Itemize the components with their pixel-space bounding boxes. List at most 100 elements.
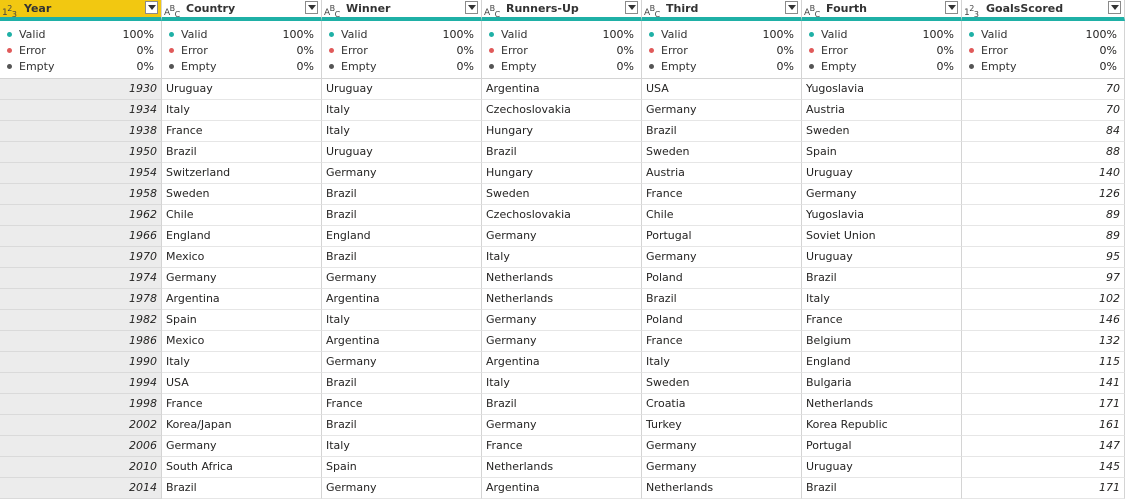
cell-year[interactable]: 2014	[0, 478, 162, 499]
text-type-icon[interactable]: ABC	[164, 4, 180, 19]
cell-runners_up[interactable]: Netherlands	[482, 289, 642, 310]
cell-fourth[interactable]: Uruguay	[802, 457, 962, 478]
cell-runners_up[interactable]: Czechoslovakia	[482, 100, 642, 121]
cell-runners_up[interactable]: Germany	[482, 310, 642, 331]
cell-goals[interactable]: 102	[962, 289, 1125, 310]
cell-country[interactable]: Italy	[162, 100, 322, 121]
cell-year[interactable]: 1970	[0, 247, 162, 268]
cell-winner[interactable]: Brazil	[322, 415, 482, 436]
cell-year[interactable]: 1982	[0, 310, 162, 331]
cell-year[interactable]: 1958	[0, 184, 162, 205]
cell-runners_up[interactable]: Netherlands	[482, 457, 642, 478]
cell-third[interactable]: Germany	[642, 457, 802, 478]
cell-fourth[interactable]: Austria	[802, 100, 962, 121]
cell-runners_up[interactable]: Germany	[482, 226, 642, 247]
cell-country[interactable]: Italy	[162, 352, 322, 373]
cell-year[interactable]: 1938	[0, 121, 162, 142]
cell-runners_up[interactable]: Brazil	[482, 142, 642, 163]
column-header-runners_up[interactable]: ABC Runners-Up	[482, 0, 642, 21]
cell-goals[interactable]: 70	[962, 79, 1125, 100]
cell-year[interactable]: 1966	[0, 226, 162, 247]
cell-country[interactable]: Germany	[162, 436, 322, 457]
cell-year[interactable]: 2002	[0, 415, 162, 436]
cell-third[interactable]: Turkey	[642, 415, 802, 436]
column-header-winner[interactable]: ABC Winner	[322, 0, 482, 21]
cell-runners_up[interactable]: Netherlands	[482, 268, 642, 289]
cell-goals[interactable]: 84	[962, 121, 1125, 142]
cell-fourth[interactable]: Belgium	[802, 331, 962, 352]
cell-third[interactable]: Austria	[642, 163, 802, 184]
cell-country[interactable]: France	[162, 121, 322, 142]
cell-winner[interactable]: Argentina	[322, 289, 482, 310]
text-type-icon[interactable]: ABC	[484, 4, 500, 19]
cell-winner[interactable]: Italy	[322, 436, 482, 457]
cell-winner[interactable]: Spain	[322, 457, 482, 478]
cell-year[interactable]: 1994	[0, 373, 162, 394]
cell-goals[interactable]: 147	[962, 436, 1125, 457]
cell-country[interactable]: Brazil	[162, 142, 322, 163]
cell-country[interactable]: Argentina	[162, 289, 322, 310]
cell-year[interactable]: 1950	[0, 142, 162, 163]
cell-goals[interactable]: 146	[962, 310, 1125, 331]
cell-runners_up[interactable]: Czechoslovakia	[482, 205, 642, 226]
cell-year[interactable]: 1978	[0, 289, 162, 310]
cell-country[interactable]: England	[162, 226, 322, 247]
cell-country[interactable]: Chile	[162, 205, 322, 226]
cell-year[interactable]: 1962	[0, 205, 162, 226]
cell-country[interactable]: Uruguay	[162, 79, 322, 100]
cell-year[interactable]: 1930	[0, 79, 162, 100]
cell-goals[interactable]: 141	[962, 373, 1125, 394]
filter-dropdown-icon[interactable]	[305, 1, 318, 14]
cell-goals[interactable]: 140	[962, 163, 1125, 184]
cell-fourth[interactable]: Bulgaria	[802, 373, 962, 394]
cell-third[interactable]: Sweden	[642, 142, 802, 163]
cell-third[interactable]: Brazil	[642, 121, 802, 142]
cell-third[interactable]: Brazil	[642, 289, 802, 310]
cell-year[interactable]: 2010	[0, 457, 162, 478]
cell-fourth[interactable]: Yugoslavia	[802, 205, 962, 226]
cell-runners_up[interactable]: Germany	[482, 331, 642, 352]
cell-fourth[interactable]: Italy	[802, 289, 962, 310]
cell-country[interactable]: Spain	[162, 310, 322, 331]
cell-runners_up[interactable]: France	[482, 436, 642, 457]
cell-winner[interactable]: Uruguay	[322, 142, 482, 163]
cell-country[interactable]: Brazil	[162, 478, 322, 499]
cell-runners_up[interactable]: Germany	[482, 415, 642, 436]
cell-winner[interactable]: Germany	[322, 163, 482, 184]
text-type-icon[interactable]: ABC	[324, 4, 340, 19]
cell-country[interactable]: South Africa	[162, 457, 322, 478]
cell-winner[interactable]: Brazil	[322, 247, 482, 268]
cell-third[interactable]: Netherlands	[642, 478, 802, 499]
text-type-icon[interactable]: ABC	[804, 4, 820, 19]
cell-winner[interactable]: Germany	[322, 352, 482, 373]
cell-year[interactable]: 1986	[0, 331, 162, 352]
column-header-goals[interactable]: 123 GoalsScored	[962, 0, 1125, 21]
cell-year[interactable]: 1954	[0, 163, 162, 184]
cell-winner[interactable]: Germany	[322, 478, 482, 499]
cell-goals[interactable]: 161	[962, 415, 1125, 436]
cell-fourth[interactable]: Netherlands	[802, 394, 962, 415]
cell-goals[interactable]: 132	[962, 331, 1125, 352]
cell-goals[interactable]: 89	[962, 205, 1125, 226]
cell-runners_up[interactable]: Italy	[482, 247, 642, 268]
cell-runners_up[interactable]: Brazil	[482, 394, 642, 415]
cell-goals[interactable]: 145	[962, 457, 1125, 478]
cell-country[interactable]: Switzerland	[162, 163, 322, 184]
column-header-fourth[interactable]: ABC Fourth	[802, 0, 962, 21]
cell-fourth[interactable]: Uruguay	[802, 247, 962, 268]
cell-goals[interactable]: 171	[962, 478, 1125, 499]
cell-fourth[interactable]: Uruguay	[802, 163, 962, 184]
cell-goals[interactable]: 88	[962, 142, 1125, 163]
cell-fourth[interactable]: Yugoslavia	[802, 79, 962, 100]
cell-winner[interactable]: Italy	[322, 121, 482, 142]
cell-year[interactable]: 1934	[0, 100, 162, 121]
cell-fourth[interactable]: England	[802, 352, 962, 373]
cell-fourth[interactable]: Korea Republic	[802, 415, 962, 436]
cell-goals[interactable]: 89	[962, 226, 1125, 247]
cell-runners_up[interactable]: Hungary	[482, 163, 642, 184]
cell-third[interactable]: Germany	[642, 436, 802, 457]
cell-country[interactable]: Sweden	[162, 184, 322, 205]
cell-third[interactable]: Poland	[642, 268, 802, 289]
cell-year[interactable]: 1998	[0, 394, 162, 415]
cell-country[interactable]: France	[162, 394, 322, 415]
